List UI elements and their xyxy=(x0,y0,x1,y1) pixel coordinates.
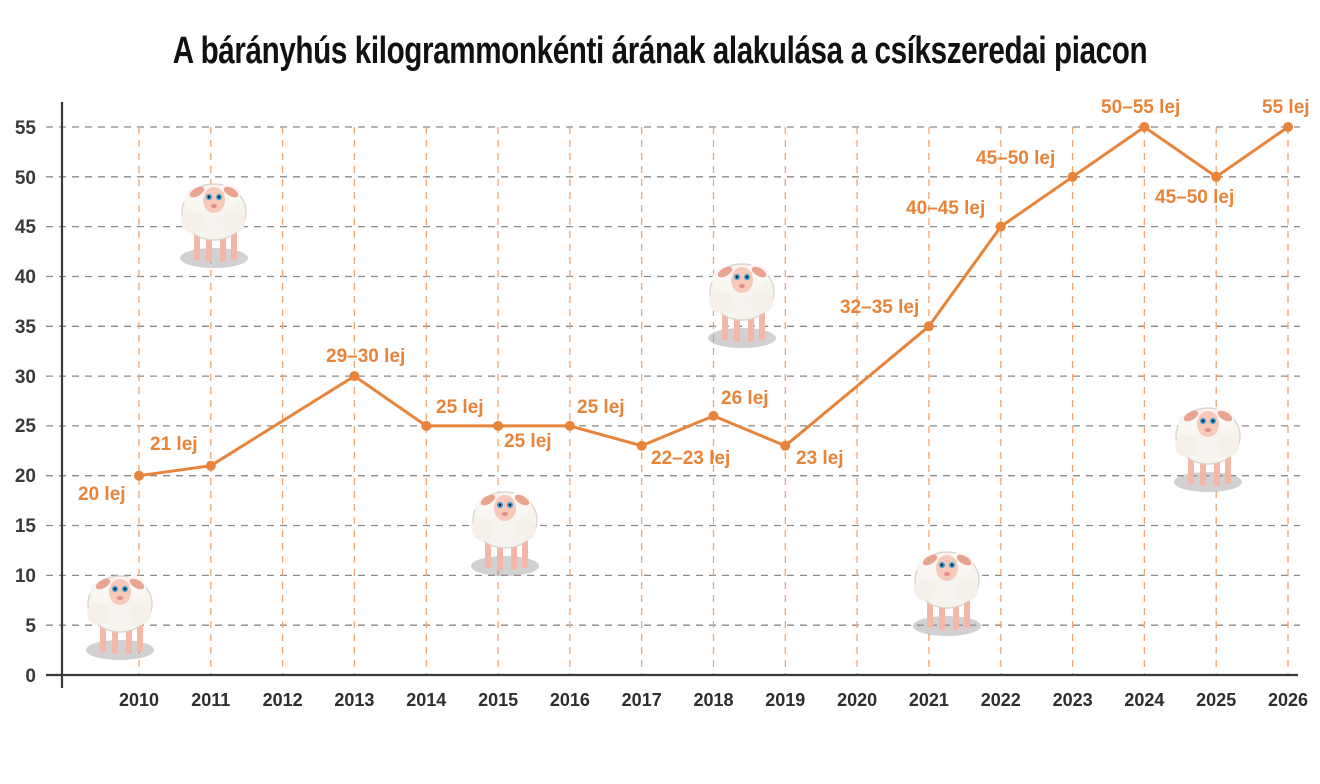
sheep-illustration xyxy=(179,183,249,269)
x-tick: 2014 xyxy=(406,690,446,710)
x-tick: 2025 xyxy=(1196,690,1236,710)
y-tick: 25 xyxy=(15,416,37,437)
x-tick: 2010 xyxy=(119,690,159,710)
point-label: 21 lej xyxy=(150,434,198,455)
x-tick: 2026 xyxy=(1268,690,1308,710)
data-point xyxy=(1139,122,1150,132)
point-label: 55 lej xyxy=(1262,97,1310,118)
data-points xyxy=(134,122,1293,481)
point-label: 50–55 lej xyxy=(1101,97,1180,118)
x-tick: 2021 xyxy=(909,690,949,710)
x-tick: 2017 xyxy=(622,690,662,710)
data-point xyxy=(134,470,144,481)
data-point xyxy=(564,420,575,431)
data-point xyxy=(780,440,791,451)
point-label: 45–50 lej xyxy=(1155,187,1234,208)
y-tick: 20 xyxy=(15,466,36,487)
y-tick-labels: 0 5 10 15 20 25 30 35 40 45 50 55 xyxy=(15,118,37,687)
point-label: 29–30 lej xyxy=(326,346,405,367)
sheep-illustration xyxy=(1173,407,1243,493)
point-label: 45–50 lej xyxy=(976,148,1055,169)
x-tick: 2019 xyxy=(765,690,805,710)
data-point xyxy=(636,440,647,451)
x-tick: 2020 xyxy=(837,690,877,710)
x-tick: 2012 xyxy=(263,690,303,710)
point-label: 25 lej xyxy=(504,431,552,452)
sheep-illustration xyxy=(707,263,777,349)
y-tick: 45 xyxy=(15,217,37,238)
data-point xyxy=(1283,122,1293,132)
point-label: 23 lej xyxy=(796,448,844,469)
x-tick: 2024 xyxy=(1124,690,1164,710)
sheep-illustration xyxy=(470,491,540,577)
y-tick: 5 xyxy=(25,616,36,637)
point-label: 22–23 lej xyxy=(651,448,730,469)
x-tick: 2022 xyxy=(981,690,1021,710)
point-label: 26 lej xyxy=(721,388,769,409)
point-labels: 20 lej 21 lej 29–30 lej 25 lej 25 lej 25… xyxy=(78,97,1310,505)
y-tick: 30 xyxy=(15,367,36,388)
data-point xyxy=(349,371,360,382)
data-point xyxy=(421,420,432,431)
horizontal-gridlines xyxy=(46,126,1300,626)
point-label: 25 lej xyxy=(577,397,625,418)
vertical-gridlines xyxy=(138,127,1289,675)
data-point xyxy=(493,420,504,431)
x-tick: 2018 xyxy=(693,690,733,710)
data-point xyxy=(708,410,719,421)
x-tick: 2016 xyxy=(550,690,590,710)
x-tick: 2013 xyxy=(334,690,374,710)
chart-title: A bárányhús kilogrammonkénti árának alak… xyxy=(172,30,1148,72)
point-label: 25 lej xyxy=(436,397,484,418)
y-tick: 0 xyxy=(25,666,36,687)
x-tick-labels: 2010 2011 2012 2013 2014 2015 2016 2017 … xyxy=(119,690,1308,710)
data-point xyxy=(205,460,216,471)
sheep-illustration xyxy=(85,575,155,661)
data-point xyxy=(1211,171,1222,182)
data-point xyxy=(1067,171,1078,182)
point-label: 40–45 lej xyxy=(906,198,985,219)
point-label: 32–35 lej xyxy=(840,297,919,318)
data-point xyxy=(923,321,934,332)
sheep-illustration xyxy=(912,551,982,637)
x-tick: 2011 xyxy=(191,690,230,710)
y-tick: 40 xyxy=(15,267,36,288)
data-point xyxy=(995,221,1006,232)
y-tick: 10 xyxy=(15,566,36,587)
y-tick: 50 xyxy=(15,168,36,189)
y-tick: 15 xyxy=(15,516,37,537)
x-tick: 2023 xyxy=(1053,690,1093,710)
y-tick: 55 xyxy=(15,118,37,139)
point-label: 20 lej xyxy=(78,484,126,505)
y-tick: 35 xyxy=(15,317,37,338)
x-tick: 2015 xyxy=(478,690,518,710)
